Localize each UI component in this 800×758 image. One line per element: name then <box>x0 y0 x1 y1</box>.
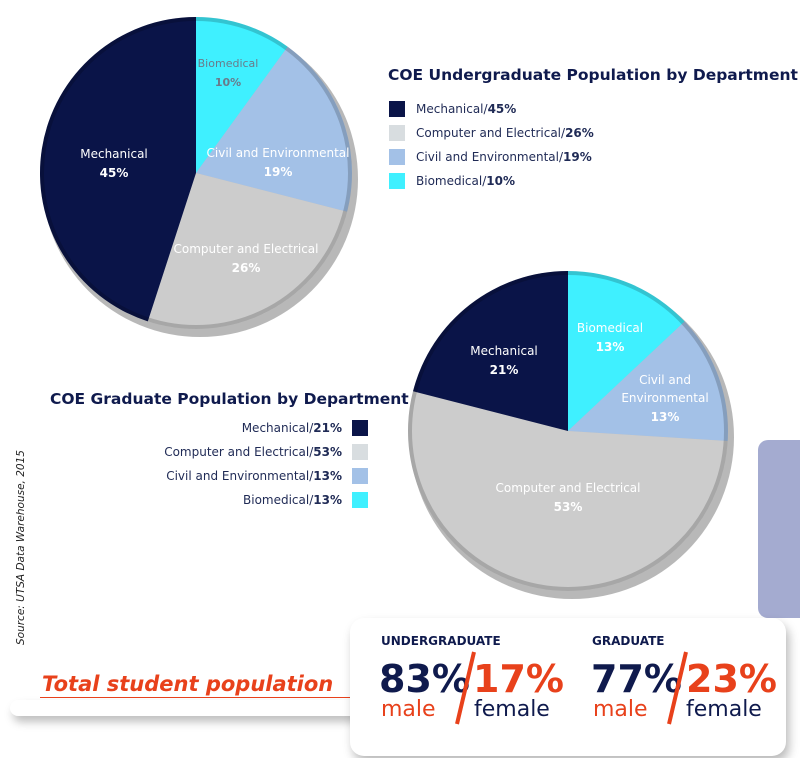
graduate-legend-item-computer-and-electrical: Computer and Electrical/53% <box>164 444 368 460</box>
undergraduate-legend-swatch <box>389 125 405 141</box>
undergraduate-female-pct: 17% <box>473 657 564 701</box>
undergraduate-legend-pct: 10% <box>486 174 515 188</box>
undergraduate-slash <box>455 651 476 725</box>
undergraduate-legend-pct: 45% <box>487 102 517 116</box>
undergraduate-legend-pct: 19% <box>563 150 592 164</box>
graduate-label: GRADUATE <box>592 634 665 648</box>
gr-pie-rim <box>408 271 728 591</box>
gr-pie-value-civil-and-environmental: 13% <box>651 410 680 424</box>
ug-pie-label-civil-and-environmental: Civil and Environmental <box>207 146 350 160</box>
graduate-slash <box>667 651 688 725</box>
undergraduate-legend-item-biomedical: Biomedical/10% <box>389 173 594 189</box>
graduate-female-label: female <box>686 697 762 722</box>
ug-pie-rim <box>40 17 352 329</box>
ug-pie-value-civil-and-environmental: 19% <box>264 165 293 179</box>
undergraduate-legend-swatch <box>389 173 405 189</box>
ug-pie-value-mechanical: 45% <box>100 166 129 180</box>
gr-pie-label-civil-and-environmental-0: Civil and <box>639 373 691 387</box>
graduate-legend-label: Computer and Electrical/ <box>164 445 314 459</box>
graduate-chart-title: COE Graduate Population by Department <box>50 390 409 408</box>
ug-pie-value-computer-and-electrical: 26% <box>232 261 261 275</box>
undergraduate-male-label: male <box>381 697 436 722</box>
undergraduate-legend-label: Civil and Environmental/ <box>416 150 564 164</box>
undergraduate-pie-chart: Biomedical 10% Civil and Environmental 19% C… <box>39 17 358 337</box>
graduate-legend-swatch <box>352 468 368 484</box>
graduate-male-pct: 77% <box>591 657 682 701</box>
undergraduate-legend-swatch <box>389 101 405 117</box>
undergraduate-chart-title: COE Undergraduate Population by Departme… <box>388 66 798 84</box>
graduate-legend-item-mechanical: Mechanical/21% <box>164 420 368 436</box>
graduate-legend-pct: 13% <box>313 493 342 507</box>
graduate-male-label: male <box>593 697 648 722</box>
source-note: Source: UTSA Data Warehouse, 2015 <box>15 450 27 645</box>
undergraduate-legend: Mechanical/45% Computer and Electrical/26… <box>389 101 594 197</box>
graduate-legend-pct: 13% <box>313 469 342 483</box>
gender-stats-card <box>350 618 786 756</box>
undergraduate-female-label: female <box>474 697 550 722</box>
gr-pie-slice-computer-and-electrical <box>407 391 728 592</box>
undergraduate-legend-label: Mechanical/ <box>416 102 488 116</box>
undergraduate-legend-label: Computer and Electrical/ <box>416 126 566 140</box>
graduate-legend-pct: 53% <box>313 445 342 459</box>
gr-pie-slice-biomedical <box>568 271 685 431</box>
undergraduate-legend-item-mechanical: Mechanical/45% <box>389 101 594 117</box>
gr-pie-value-mechanical: 21% <box>490 363 519 377</box>
graduate-legend: Mechanical/21% Computer and Electrical/53… <box>164 420 368 516</box>
graduate-female-pct: 23% <box>686 657 777 701</box>
ug-pie-slice-civil-and-environmental <box>196 46 352 212</box>
undergraduate-label: UNDERGRADUATE <box>381 634 501 648</box>
graduate-legend-swatch <box>352 444 368 460</box>
left-summary-card <box>10 700 370 716</box>
graduate-legend-swatch <box>352 420 368 436</box>
undergraduate-legend-label: Biomedical/ <box>416 174 487 188</box>
ug-pie-slice-biomedical <box>196 17 288 173</box>
total-population-title: Total student population <box>42 672 334 696</box>
gr-pie-value-biomedical: 13% <box>596 340 625 354</box>
gr-pie-value-computer-and-electrical: 53% <box>554 500 583 514</box>
gr-pie-label-computer-and-electrical: Computer and Electrical <box>495 481 640 495</box>
undergraduate-legend-item-computer-and-electrical: Computer and Electrical/26% <box>389 125 594 141</box>
graduate-legend-label: Civil and Environmental/ <box>166 469 314 483</box>
ug-pie-label-biomedical: Biomedical <box>198 57 259 70</box>
graduate-pie-chart: Biomedical 13% Civil and Environmental 13% Co… <box>407 271 734 599</box>
graduate-legend-label: Biomedical/ <box>243 493 314 507</box>
ug-pie-slice-computer-and-electrical <box>147 173 348 329</box>
gr-pie-label-mechanical: Mechanical <box>470 344 538 358</box>
graduate-legend-item-civil-and-environmental: Civil and Environmental/13% <box>164 468 368 484</box>
total-title-underline <box>40 697 370 698</box>
gr-pie-label-civil-and-environmental-1: Environmental <box>621 391 708 405</box>
side-decor-bar <box>758 440 800 618</box>
graduate-legend-pct: 21% <box>313 421 342 435</box>
ug-pie-value-biomedical: 10% <box>215 76 241 89</box>
gr-pie-slice-civil-and-environmental <box>568 321 728 442</box>
undergraduate-legend-pct: 26% <box>565 126 594 140</box>
graduate-legend-item-biomedical: Biomedical/13% <box>164 492 368 508</box>
ug-pie-label-mechanical: Mechanical <box>80 147 148 161</box>
undergraduate-male-pct: 83% <box>379 657 470 701</box>
graduate-legend-label: Mechanical/ <box>241 421 314 435</box>
gr-pie-label-biomedical: Biomedical <box>577 321 643 335</box>
ug-pie-label-computer-and-electrical: Computer and Electrical <box>173 242 318 256</box>
graduate-legend-swatch <box>352 492 368 508</box>
undergraduate-legend-swatch <box>389 149 405 165</box>
ug-pie-slice-mechanical <box>39 17 196 322</box>
undergraduate-legend-item-civil-and-environmental: Civil and Environmental/19% <box>389 149 594 165</box>
gr-pie-slice-mechanical <box>413 271 568 431</box>
